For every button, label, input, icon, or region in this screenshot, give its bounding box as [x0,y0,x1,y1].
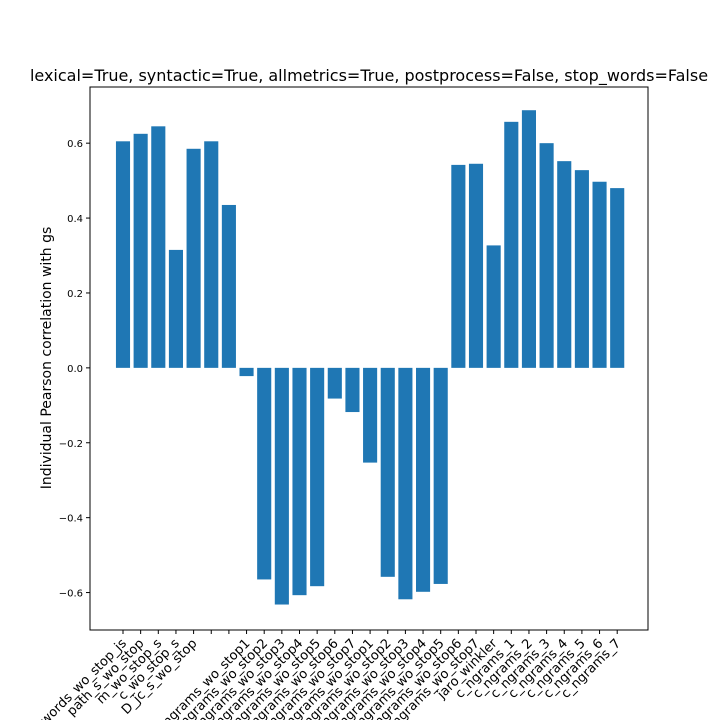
y-tick-label: −0.4 [59,514,83,525]
bar [345,367,360,413]
bar [610,188,625,368]
bar [327,367,342,399]
bar [274,367,289,605]
bar [592,181,607,368]
bar [416,367,431,592]
y-axis-label: Individual Pearson correlation with gs [39,227,55,490]
y-tick-label: −0.2 [59,439,83,450]
bar [221,204,236,368]
bar [239,367,254,377]
bar [468,163,484,368]
plot-frame [89,86,649,631]
bar [557,161,572,368]
bar [151,126,166,368]
chart-title: lexical=True, syntactic=True, allmetrics… [30,66,708,86]
bar [539,143,554,368]
y-tick-label: 0.4 [67,214,83,225]
bars [115,110,625,605]
y-axis: −0.6 −0.4 −0.2 0.0 0.2 0.4 0.6 [59,139,90,600]
y-tick-label: 0.0 [67,364,83,375]
bar [115,141,131,368]
bar [486,245,501,368]
bar [574,170,589,368]
y-tick-label: −0.6 [59,589,83,600]
bar [257,367,272,580]
bar [398,367,413,600]
bar [292,367,307,596]
bar [521,110,536,368]
bar [504,121,519,368]
bar [186,148,201,368]
bar [310,367,325,587]
bar [133,133,148,368]
bar [204,141,219,368]
bar [433,367,448,584]
bar [168,249,183,368]
bar [380,367,395,577]
bar [363,367,378,463]
y-tick-label: 0.2 [67,289,83,300]
y-tick-label: 0.6 [67,139,83,150]
bar [451,164,466,368]
